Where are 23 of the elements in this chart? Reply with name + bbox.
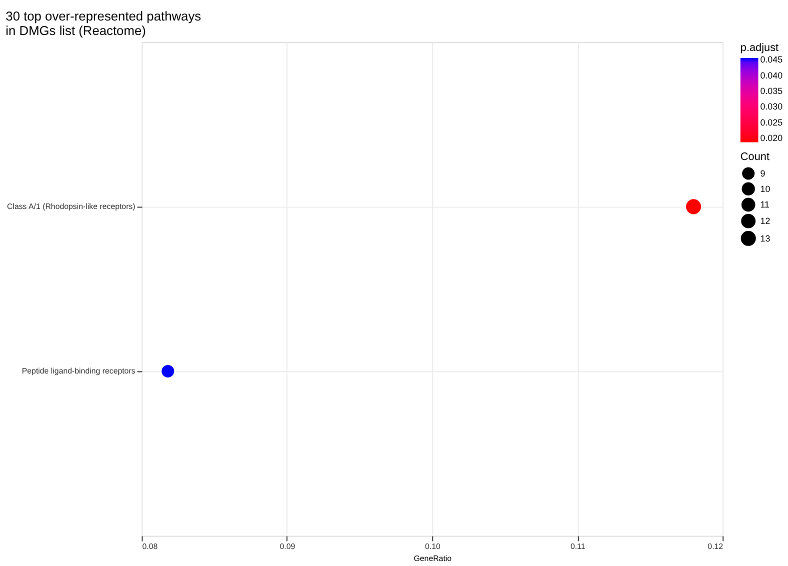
text: 30 top over-represented pathways <box>6 8 202 24</box>
legend-title: Count <box>740 151 770 164</box>
color-bar-label: 0.025 <box>760 117 783 128</box>
legend-label: 12 <box>760 216 770 226</box>
legend-label: 9 <box>760 168 766 178</box>
legend-label: 10 <box>760 184 770 194</box>
y-tick-label: Class A/1 (Rhodopsin-like receptors) <box>6 202 136 212</box>
color-bar-title: p.adjust <box>740 42 779 54</box>
y-tick-label: Peptide ligand-binding receptors <box>22 366 136 376</box>
text: in DMGs list (Reactome) <box>6 23 146 38</box>
color-bar-label: 0.045 <box>760 54 783 65</box>
x-tick-label: 0.11 <box>570 542 586 552</box>
color-bar-label: 0.020 <box>760 133 783 144</box>
color-bar-label: 0.040 <box>760 70 783 80</box>
legend-label: 11 <box>760 200 770 210</box>
x-tick-label: 0.10 <box>424 542 441 552</box>
color-bar-label: 0.030 <box>760 102 783 112</box>
legend-label: 13 <box>760 233 770 244</box>
x-axis-title: GeneRatio <box>414 554 452 564</box>
x-tick-label: 0.12 <box>708 542 724 552</box>
x-tick-label: 0.09 <box>280 542 296 552</box>
color-bar-label: 0.035 <box>760 86 783 96</box>
x-tick-label: 0.08 <box>142 542 158 552</box>
